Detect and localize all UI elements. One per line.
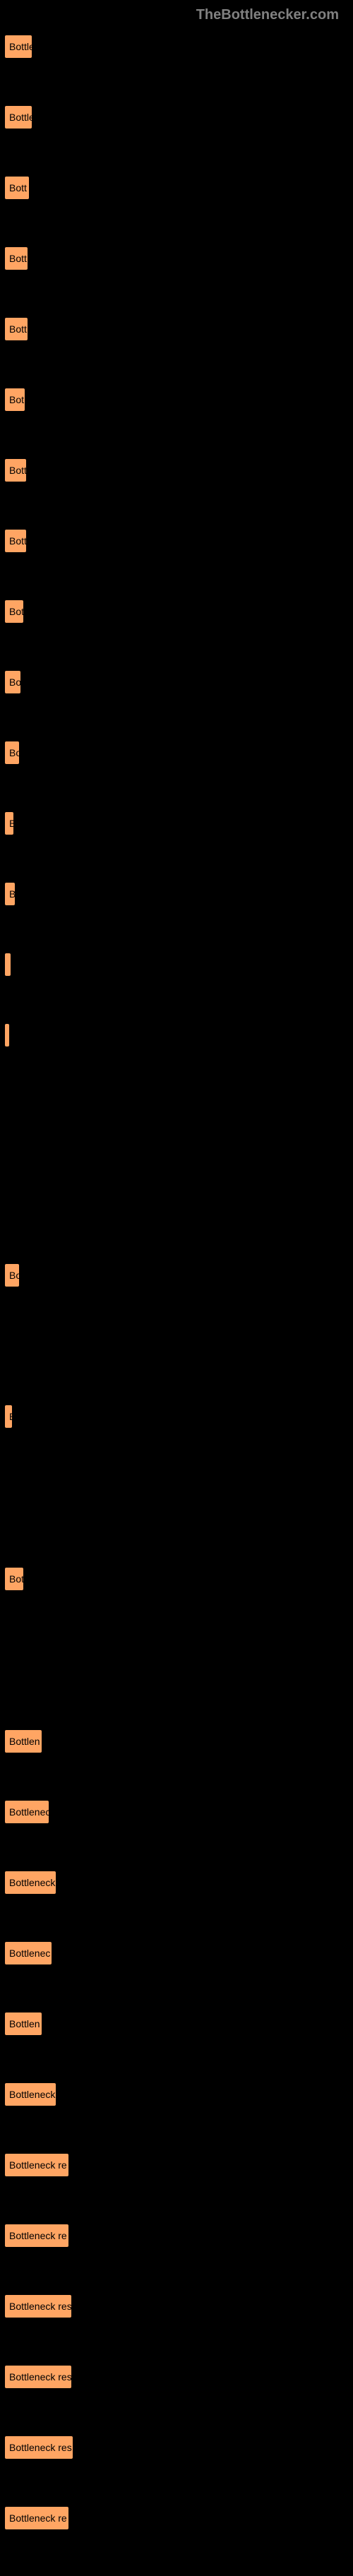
bar-row: Bottleneck res bbox=[4, 2435, 353, 2470]
bar: Bott bbox=[4, 458, 28, 483]
bar: Bottleneck re bbox=[4, 2505, 70, 2531]
bar-label: Bottlen bbox=[9, 2018, 40, 2029]
bar-label: Bottleneck res bbox=[9, 2442, 72, 2453]
bar: Bottlen bbox=[4, 2011, 43, 2037]
bar: Bott bbox=[4, 246, 29, 271]
bar-label: B bbox=[9, 1411, 13, 1422]
bar-label: Bot bbox=[9, 394, 24, 405]
bar: Bottleneck res bbox=[4, 2435, 74, 2460]
bar-row: B bbox=[4, 1404, 353, 1439]
bar: Bot bbox=[4, 599, 25, 624]
bar: Bottleneck res bbox=[4, 2364, 73, 2390]
bar-row: Bott bbox=[4, 458, 353, 493]
bar-label: Bott bbox=[9, 182, 27, 193]
bar-row: Bottlenec bbox=[4, 1799, 353, 1835]
bar-label: Bottleneck bbox=[9, 1877, 55, 1888]
bar-label: Bo bbox=[9, 1270, 20, 1281]
bar-label: Bottleneck re bbox=[9, 2512, 67, 2524]
bar-row: Bottleneck bbox=[4, 2082, 353, 2117]
bar: B bbox=[4, 1404, 13, 1429]
bar-row: Bot bbox=[4, 387, 353, 422]
bar-label: B bbox=[9, 888, 16, 900]
bar-row bbox=[4, 952, 353, 987]
bar: Bot bbox=[4, 387, 26, 412]
bar: Bottlen bbox=[4, 1729, 43, 1754]
bar-label: Bottlen bbox=[9, 1736, 40, 1747]
bar-row: B bbox=[4, 811, 353, 846]
bar bbox=[4, 1022, 11, 1048]
bar: Bottlenec bbox=[4, 1799, 50, 1825]
bar-row: Bo bbox=[4, 1263, 353, 1298]
bar-label: Bottlenec bbox=[9, 1948, 50, 1959]
bar-row: B bbox=[4, 881, 353, 917]
bar-row: Bott bbox=[4, 528, 353, 564]
bar-row: Bottleneck res bbox=[4, 2294, 353, 2329]
bar: Bottle bbox=[4, 105, 33, 130]
bar-label: Bottleneck re bbox=[9, 2230, 67, 2241]
bar-label: Bot bbox=[9, 1573, 24, 1585]
bar: Bo bbox=[4, 740, 20, 765]
bar-label: Bottlenec bbox=[9, 1806, 50, 1818]
bar-label: Bot bbox=[9, 606, 24, 617]
bar: Bottleneck re bbox=[4, 2223, 70, 2248]
bar: Bottlenec bbox=[4, 1940, 53, 1966]
bar-label: Bottleneck res bbox=[9, 2371, 72, 2383]
bar-row: Bottlen bbox=[4, 2011, 353, 2046]
bar-row bbox=[4, 1022, 353, 1058]
bar: Bottle bbox=[4, 34, 33, 59]
bar: Bott bbox=[4, 528, 28, 554]
bar-label: Bott bbox=[9, 465, 27, 476]
bar-row: Bott bbox=[4, 175, 353, 210]
bar: Bot bbox=[4, 1566, 25, 1592]
bar-row: Bo bbox=[4, 669, 353, 705]
bar-label: Bottleneck re bbox=[9, 2159, 67, 2171]
bar-row: Bott bbox=[4, 316, 353, 352]
site-title: TheBottlenecker.com bbox=[196, 7, 339, 23]
bar-row: Bottlen bbox=[4, 1729, 353, 1764]
bar: Bottleneck bbox=[4, 1870, 57, 1895]
bar-row: Bottleneck re bbox=[4, 2223, 353, 2258]
bar-label: Bottle bbox=[9, 41, 33, 52]
bar: Bott bbox=[4, 175, 30, 201]
bar bbox=[4, 952, 12, 977]
bar-row: Bottleneck re bbox=[4, 2152, 353, 2188]
bar-label: Bott bbox=[9, 253, 27, 264]
bar: B bbox=[4, 811, 15, 836]
bar-label: Bottleneck res bbox=[9, 2301, 72, 2312]
bar-label: Bottleneck bbox=[9, 2089, 55, 2100]
bar-row: Bottlenec bbox=[4, 1940, 353, 1976]
bar-label: Bott bbox=[9, 323, 27, 335]
bar-label: B bbox=[9, 818, 15, 829]
bar: Bott bbox=[4, 316, 29, 342]
bar-row: Bott bbox=[4, 246, 353, 281]
bar-row: Bottleneck re bbox=[4, 2505, 353, 2541]
bar-label: Bo bbox=[9, 676, 21, 688]
bar-row: Bot bbox=[4, 599, 353, 634]
bar-row: Bot bbox=[4, 1566, 353, 1602]
bar: Bo bbox=[4, 669, 22, 695]
bar-label: Bo bbox=[9, 747, 20, 758]
bar-label: Bottle bbox=[9, 112, 33, 123]
bar-label: Bott bbox=[9, 535, 27, 547]
bar-row: Bo bbox=[4, 740, 353, 775]
bar-chart: Bottle Bottle Bott Bott Bott Bot Bott Bott Bot Bo… bbox=[0, 34, 353, 2541]
bar-row: Bottleneck res bbox=[4, 2364, 353, 2399]
bar: Bo bbox=[4, 1263, 20, 1288]
bar: B bbox=[4, 881, 16, 907]
bar-row: Bottle bbox=[4, 34, 353, 69]
bar-row: Bottleneck bbox=[4, 1870, 353, 1905]
bar: Bottleneck bbox=[4, 2082, 57, 2107]
bar-row: Bottle bbox=[4, 105, 353, 140]
bar: Bottleneck res bbox=[4, 2294, 73, 2319]
bar: Bottleneck re bbox=[4, 2152, 70, 2178]
